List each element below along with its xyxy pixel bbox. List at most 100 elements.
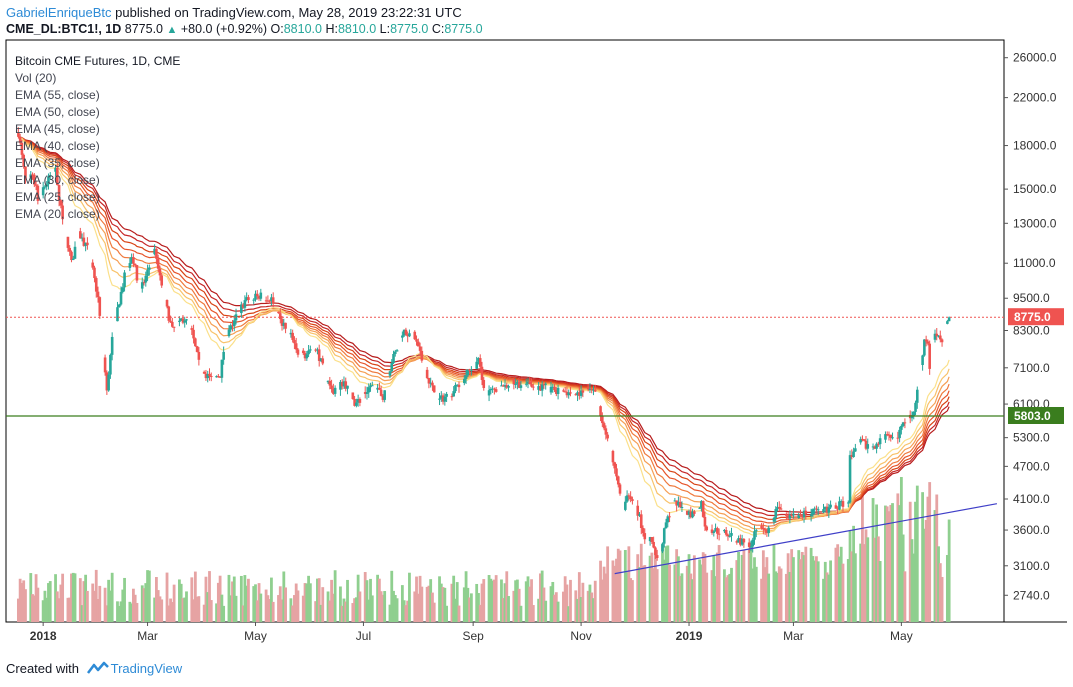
candle xyxy=(209,372,213,382)
candle xyxy=(528,376,532,385)
candle xyxy=(526,377,530,389)
candle xyxy=(305,350,309,361)
volume-bar xyxy=(538,573,542,622)
candle xyxy=(641,525,645,537)
candle xyxy=(884,431,887,443)
candle xyxy=(367,383,371,398)
volume-bar xyxy=(71,572,75,622)
candle-body xyxy=(466,369,470,376)
volume-bar xyxy=(574,590,578,622)
candle-body xyxy=(915,389,919,403)
candle-body xyxy=(553,386,556,391)
candle xyxy=(206,370,210,383)
candle xyxy=(333,385,337,397)
candle-body xyxy=(413,331,417,340)
candle-body xyxy=(365,392,369,394)
volume-bar xyxy=(457,605,461,622)
candle-body xyxy=(130,257,133,264)
candle xyxy=(255,290,259,300)
volume-bar xyxy=(579,597,583,622)
candle-body xyxy=(737,538,740,543)
volume-bar xyxy=(777,566,781,622)
volume-bar xyxy=(641,565,645,622)
candle xyxy=(829,500,832,509)
volume-bar xyxy=(742,550,746,622)
candle-body xyxy=(392,353,395,364)
volume-bar xyxy=(710,570,714,622)
candle-body xyxy=(639,514,643,529)
candle-body xyxy=(17,132,20,137)
volume-bar xyxy=(512,590,516,622)
volume-bar xyxy=(577,572,581,622)
candle xyxy=(668,511,671,523)
candle xyxy=(629,491,632,503)
volume-bar xyxy=(431,592,434,622)
candle xyxy=(714,523,717,532)
candle-body xyxy=(340,381,344,387)
candle-body xyxy=(257,296,261,299)
candle-body xyxy=(839,501,843,503)
candle xyxy=(383,390,386,403)
candle xyxy=(698,507,701,509)
candle-body xyxy=(910,416,914,419)
candle xyxy=(779,503,783,511)
candle-body xyxy=(445,393,448,397)
candle-body xyxy=(415,339,418,342)
candle-body xyxy=(947,317,951,322)
volume-bar xyxy=(216,582,220,622)
volume-bar xyxy=(96,599,100,622)
y-tick-label: 2740.0 xyxy=(1013,588,1050,602)
candle xyxy=(813,506,816,515)
volume-bar xyxy=(68,597,72,622)
candle xyxy=(43,184,47,190)
candle-body xyxy=(903,422,907,424)
tradingview-link[interactable]: TradingView xyxy=(110,661,183,676)
candle xyxy=(330,379,333,393)
candle xyxy=(123,270,126,292)
candle-body xyxy=(724,529,728,535)
candle-body xyxy=(309,349,312,351)
volume-bar xyxy=(489,578,493,622)
volume-bar xyxy=(774,571,778,622)
candle xyxy=(107,371,110,392)
candle-body xyxy=(179,318,183,321)
volume-bar xyxy=(618,550,622,622)
volume-bar xyxy=(799,559,802,622)
candle xyxy=(537,381,540,395)
candle-body xyxy=(208,373,211,377)
candle xyxy=(839,499,843,507)
candle-body xyxy=(565,391,569,396)
candle xyxy=(432,385,436,393)
candle xyxy=(569,386,572,397)
candle xyxy=(401,331,404,342)
volume-bar xyxy=(593,580,597,622)
volume-bar xyxy=(227,574,231,622)
volume-bar xyxy=(415,576,418,622)
candle-body xyxy=(555,390,558,394)
candle xyxy=(765,528,769,537)
volume-bar xyxy=(73,573,77,622)
candle-body xyxy=(220,359,224,378)
author-link[interactable]: GabrielEnriqueBtc xyxy=(6,5,112,20)
candle xyxy=(344,377,348,392)
volume-bar xyxy=(241,605,245,622)
candle-body xyxy=(923,339,926,356)
support-trendline xyxy=(614,503,998,575)
volume-bar xyxy=(400,585,404,622)
candle-body xyxy=(105,372,109,391)
candle xyxy=(117,303,121,308)
candle-body xyxy=(528,381,532,384)
candle-body xyxy=(268,300,271,302)
volume-bar xyxy=(565,584,569,622)
volume-bar xyxy=(921,492,925,622)
candle-body xyxy=(215,376,218,378)
candle xyxy=(841,496,845,512)
volume-bar xyxy=(896,493,900,622)
volume-bar xyxy=(728,573,732,622)
volume-bar xyxy=(841,563,845,622)
candle-body xyxy=(383,390,386,400)
volume-bar xyxy=(613,565,617,622)
volume-bar xyxy=(636,554,640,622)
candle-body xyxy=(802,510,806,518)
